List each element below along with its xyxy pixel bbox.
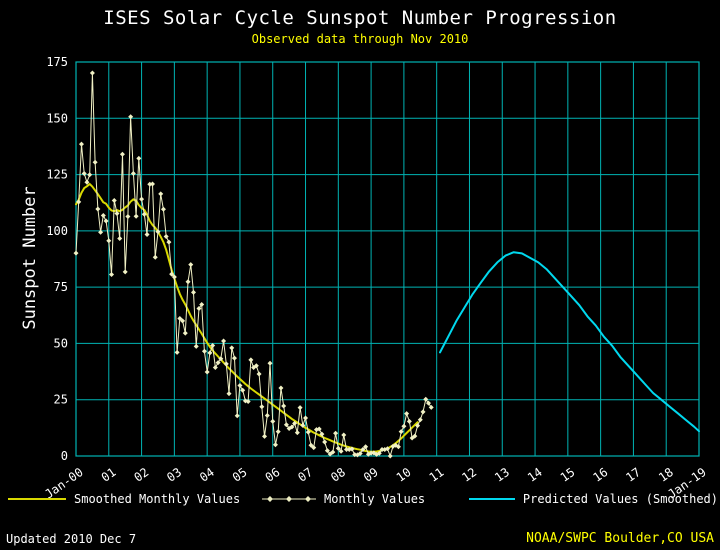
legend-predicted-label: Predicted Values (Smoothed) bbox=[522, 492, 718, 506]
svg-text:16: 16 bbox=[590, 465, 610, 485]
source-text: NOAA/SWPC Boulder,CO USA bbox=[526, 531, 714, 546]
predicted-line-swatch bbox=[468, 498, 515, 500]
svg-text:07: 07 bbox=[295, 465, 315, 485]
chart-legend: Smoothed Monthly Values Monthly Values P… bbox=[0, 492, 720, 512]
svg-text:05: 05 bbox=[230, 465, 250, 485]
svg-text:75: 75 bbox=[54, 280, 68, 294]
svg-text:14: 14 bbox=[525, 465, 545, 485]
legend-item-predicted: Predicted Values (Smoothed) bbox=[468, 492, 718, 506]
svg-text:11: 11 bbox=[427, 465, 447, 485]
svg-text:125: 125 bbox=[46, 168, 68, 182]
svg-text:50: 50 bbox=[54, 336, 68, 350]
svg-text:15: 15 bbox=[558, 465, 578, 485]
svg-text:02: 02 bbox=[131, 465, 151, 485]
svg-text:09: 09 bbox=[361, 465, 381, 485]
svg-text:04: 04 bbox=[197, 465, 217, 485]
chart-title: ISES Solar Cycle Sunspot Number Progress… bbox=[103, 7, 617, 29]
svg-text:175: 175 bbox=[46, 55, 68, 69]
svg-text:08: 08 bbox=[328, 465, 348, 485]
legend-item-smoothed: Smoothed Monthly Values bbox=[8, 492, 240, 506]
legend-smoothed-label: Smoothed Monthly Values bbox=[74, 492, 241, 506]
smoothed-line-swatch bbox=[8, 498, 66, 500]
svg-text:17: 17 bbox=[623, 465, 643, 485]
chart-subtitle: Observed data through Nov 2010 bbox=[251, 32, 469, 46]
svg-text:06: 06 bbox=[263, 465, 283, 485]
svg-text:13: 13 bbox=[492, 465, 512, 485]
legend-item-monthly: Monthly Values bbox=[262, 492, 425, 506]
svg-text:0: 0 bbox=[61, 449, 68, 463]
svg-text:10: 10 bbox=[394, 465, 414, 485]
monthly-line-swatch bbox=[262, 496, 316, 502]
svg-text:03: 03 bbox=[164, 465, 184, 485]
updated-text: Updated 2010 Dec 7 bbox=[6, 532, 137, 546]
legend-monthly-label: Monthly Values bbox=[324, 492, 426, 506]
svg-text:100: 100 bbox=[46, 224, 68, 238]
svg-text:12: 12 bbox=[459, 465, 479, 485]
svg-text:18: 18 bbox=[656, 465, 676, 485]
svg-text:150: 150 bbox=[46, 111, 68, 125]
svg-text:25: 25 bbox=[54, 393, 68, 407]
svg-text:01: 01 bbox=[99, 465, 119, 485]
